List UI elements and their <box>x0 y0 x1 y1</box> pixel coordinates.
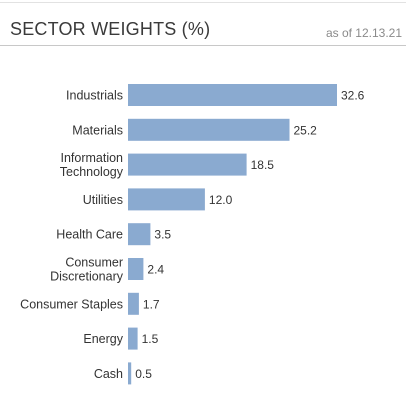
bar-cash <box>128 362 132 385</box>
value-labels-group: 32.6 25.2 18.5 12.0 3.5 2.4 1.7 1.5 0.5 <box>135 89 364 381</box>
bar-energy <box>128 327 138 350</box>
category-label-health-care: Health Care <box>56 228 123 242</box>
category-label-materials: Materials <box>72 123 123 137</box>
bar-information-technology <box>128 153 247 176</box>
value-label-consumer-staples: 1.7 <box>143 297 160 311</box>
bar-utilities <box>128 188 205 211</box>
value-label-consumer-discretionary: 2.4 <box>147 263 164 277</box>
bars-group <box>128 84 337 385</box>
category-label-utilities: Utilities <box>83 193 123 207</box>
bar-consumer-discretionary <box>128 258 144 280</box>
value-label-industrials: 32.6 <box>341 89 365 103</box>
category-label-consumer-staples: Consumer Staples <box>20 297 123 311</box>
chart-header: SECTOR WEIGHTS (%) as of 12.13.21 <box>0 0 406 46</box>
bar-consumer-staples <box>128 292 139 315</box>
top-divider <box>0 2 406 3</box>
category-label-energy: Energy <box>83 332 123 346</box>
category-label-cash: Cash <box>94 367 123 381</box>
bar-health-care <box>128 223 151 246</box>
bar-industrials <box>128 84 337 106</box>
category-label-consumer-discretionary: Consumer Discretionary <box>50 256 124 284</box>
value-label-information-technology: 18.5 <box>251 158 275 172</box>
value-label-utilities: 12.0 <box>209 193 233 207</box>
category-label-industrials: Industrials <box>66 89 123 103</box>
category-label-information-technology: Information Technology <box>60 151 124 179</box>
value-label-health-care: 3.5 <box>154 228 171 242</box>
chart-title: SECTOR WEIGHTS (%) <box>10 19 211 39</box>
as-of-date: as of 12.13.21 <box>325 26 402 40</box>
value-label-energy: 1.5 <box>142 332 159 346</box>
value-label-cash: 0.5 <box>135 367 152 381</box>
category-labels-group: Industrials Materials Information Technolog… <box>20 89 124 381</box>
header-divider <box>0 45 406 46</box>
value-label-materials: 25.2 <box>294 123 318 137</box>
bar-materials <box>128 118 290 141</box>
